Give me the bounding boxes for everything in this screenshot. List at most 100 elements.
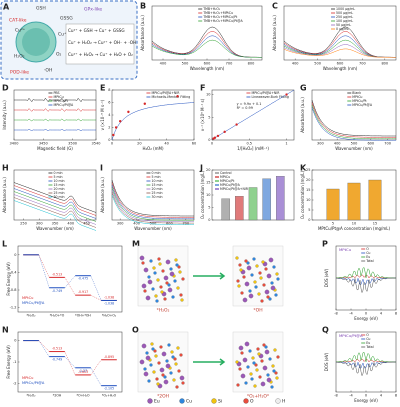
atom xyxy=(150,342,154,346)
equation: Cu²⁺ + H₂O₂ → Cu⁺ + H₂O + O₂ xyxy=(68,52,133,57)
x-tick-label: 3400 xyxy=(10,142,19,146)
connector xyxy=(64,356,76,368)
atom xyxy=(143,371,149,377)
atom xyxy=(173,279,177,283)
legend-label: 250 μg/mL xyxy=(336,15,353,19)
model-label: *OH xyxy=(253,308,262,314)
atom xyxy=(276,277,280,281)
curve xyxy=(111,182,194,218)
x-axis-label: MPtCu/Pt@A concentration (mg/mL) xyxy=(318,226,391,231)
equation: Cu²⁺ + GSH → Cu⁺ + GSSG xyxy=(68,28,125,33)
legend-label: TMB+H₂O₂ xyxy=(202,7,221,11)
atom xyxy=(264,349,270,355)
x-tick-label: 450 xyxy=(83,222,90,226)
panel-letter: D xyxy=(2,84,9,93)
curve xyxy=(111,184,194,220)
atom xyxy=(272,265,276,269)
energy-label: -1.038 xyxy=(104,295,114,299)
legend-label: Eu xyxy=(366,255,370,259)
atom xyxy=(246,261,250,265)
y-tick-label: -1.2 xyxy=(10,306,17,310)
atom xyxy=(139,359,145,365)
curve xyxy=(13,197,97,228)
x-tick-label: 15 xyxy=(373,222,377,226)
atom xyxy=(153,349,157,353)
x-tick-label: 1 xyxy=(285,142,287,146)
atom xyxy=(249,372,253,376)
legend-label: MPtCu xyxy=(352,95,362,99)
connector xyxy=(38,254,50,288)
curve xyxy=(111,192,194,224)
x-axis-label: H₂O₂ (mM) xyxy=(142,146,164,151)
atom xyxy=(169,271,175,277)
legend-label: 1000 μg/mL xyxy=(336,7,355,11)
atom xyxy=(167,283,171,287)
curve xyxy=(335,277,396,294)
legend-label: 500 μg/mL xyxy=(336,11,353,15)
atom xyxy=(165,281,169,285)
atom xyxy=(248,349,252,353)
atom xyxy=(237,284,241,288)
atom xyxy=(253,280,257,284)
atom xyxy=(268,257,274,263)
atom xyxy=(240,373,246,379)
atom xyxy=(161,351,167,357)
x-axis-label: Wavelength (nm) xyxy=(190,66,225,71)
element-label: Cu xyxy=(186,399,192,405)
y-axis-label: Absorbance (a.u.) xyxy=(272,15,277,51)
legend-label: MPtCu/Pt@A+NIR xyxy=(151,91,180,95)
atom xyxy=(154,354,158,358)
schematic-label: GPx-like xyxy=(84,7,102,13)
atom xyxy=(254,363,258,367)
atom xyxy=(147,379,151,383)
schematic-label: POD-like xyxy=(10,70,29,76)
y-tick-label: 0 xyxy=(308,218,310,222)
x-tick-label: 500 xyxy=(150,222,157,226)
atom xyxy=(151,347,155,351)
model-cell xyxy=(232,331,284,393)
panel-letter: H xyxy=(2,164,9,173)
curve xyxy=(13,200,97,231)
series-label: MPtCu xyxy=(22,376,33,380)
atom xyxy=(169,267,173,271)
legend-label: 20 min xyxy=(53,187,64,191)
step-label: *H₂O₂ xyxy=(26,394,36,398)
data-point xyxy=(213,136,217,139)
atom xyxy=(163,275,169,281)
legend-label: 20 min xyxy=(151,187,162,191)
atom xyxy=(177,265,181,269)
curve xyxy=(335,267,396,279)
element-label: O xyxy=(250,399,254,405)
atom xyxy=(170,350,174,354)
energy-label: -0.895 xyxy=(104,355,114,359)
bar xyxy=(326,188,340,221)
atom xyxy=(139,255,145,261)
model-cell xyxy=(137,331,189,393)
atom xyxy=(261,260,265,264)
annotation: R² = 0.99 xyxy=(237,106,253,110)
connector xyxy=(64,277,76,296)
atom xyxy=(141,261,145,265)
panel-letter: I xyxy=(100,164,103,173)
atom xyxy=(250,377,254,381)
x-tick-label: 400 xyxy=(334,142,341,146)
x-tick-label: -4 xyxy=(349,394,353,398)
schematic-label: ·OH xyxy=(44,68,52,74)
atom xyxy=(236,383,240,387)
x-tick-label: 0 xyxy=(365,312,367,316)
connector xyxy=(38,340,50,357)
y-tick-label: 0 xyxy=(208,138,210,142)
x-tick-label: 40 xyxy=(164,142,168,146)
legend-label: 10 min xyxy=(53,179,64,183)
curve xyxy=(13,191,97,222)
y-tick-label: 10 xyxy=(206,193,210,197)
schematic-label: Cu⁺ xyxy=(58,32,67,38)
curve xyxy=(311,104,396,140)
x-axis-label: 1/[H₂O₂] (mM⁻¹) xyxy=(237,146,269,151)
bar xyxy=(248,187,258,221)
legend-label: O xyxy=(366,247,369,251)
y-tick-label: -2 xyxy=(13,381,17,385)
step-label: *OH+*OH xyxy=(75,314,91,318)
legend-label: TMB+H₂O₂+MPtCu xyxy=(202,11,233,15)
x-tick-label: 0.5 xyxy=(246,142,252,146)
